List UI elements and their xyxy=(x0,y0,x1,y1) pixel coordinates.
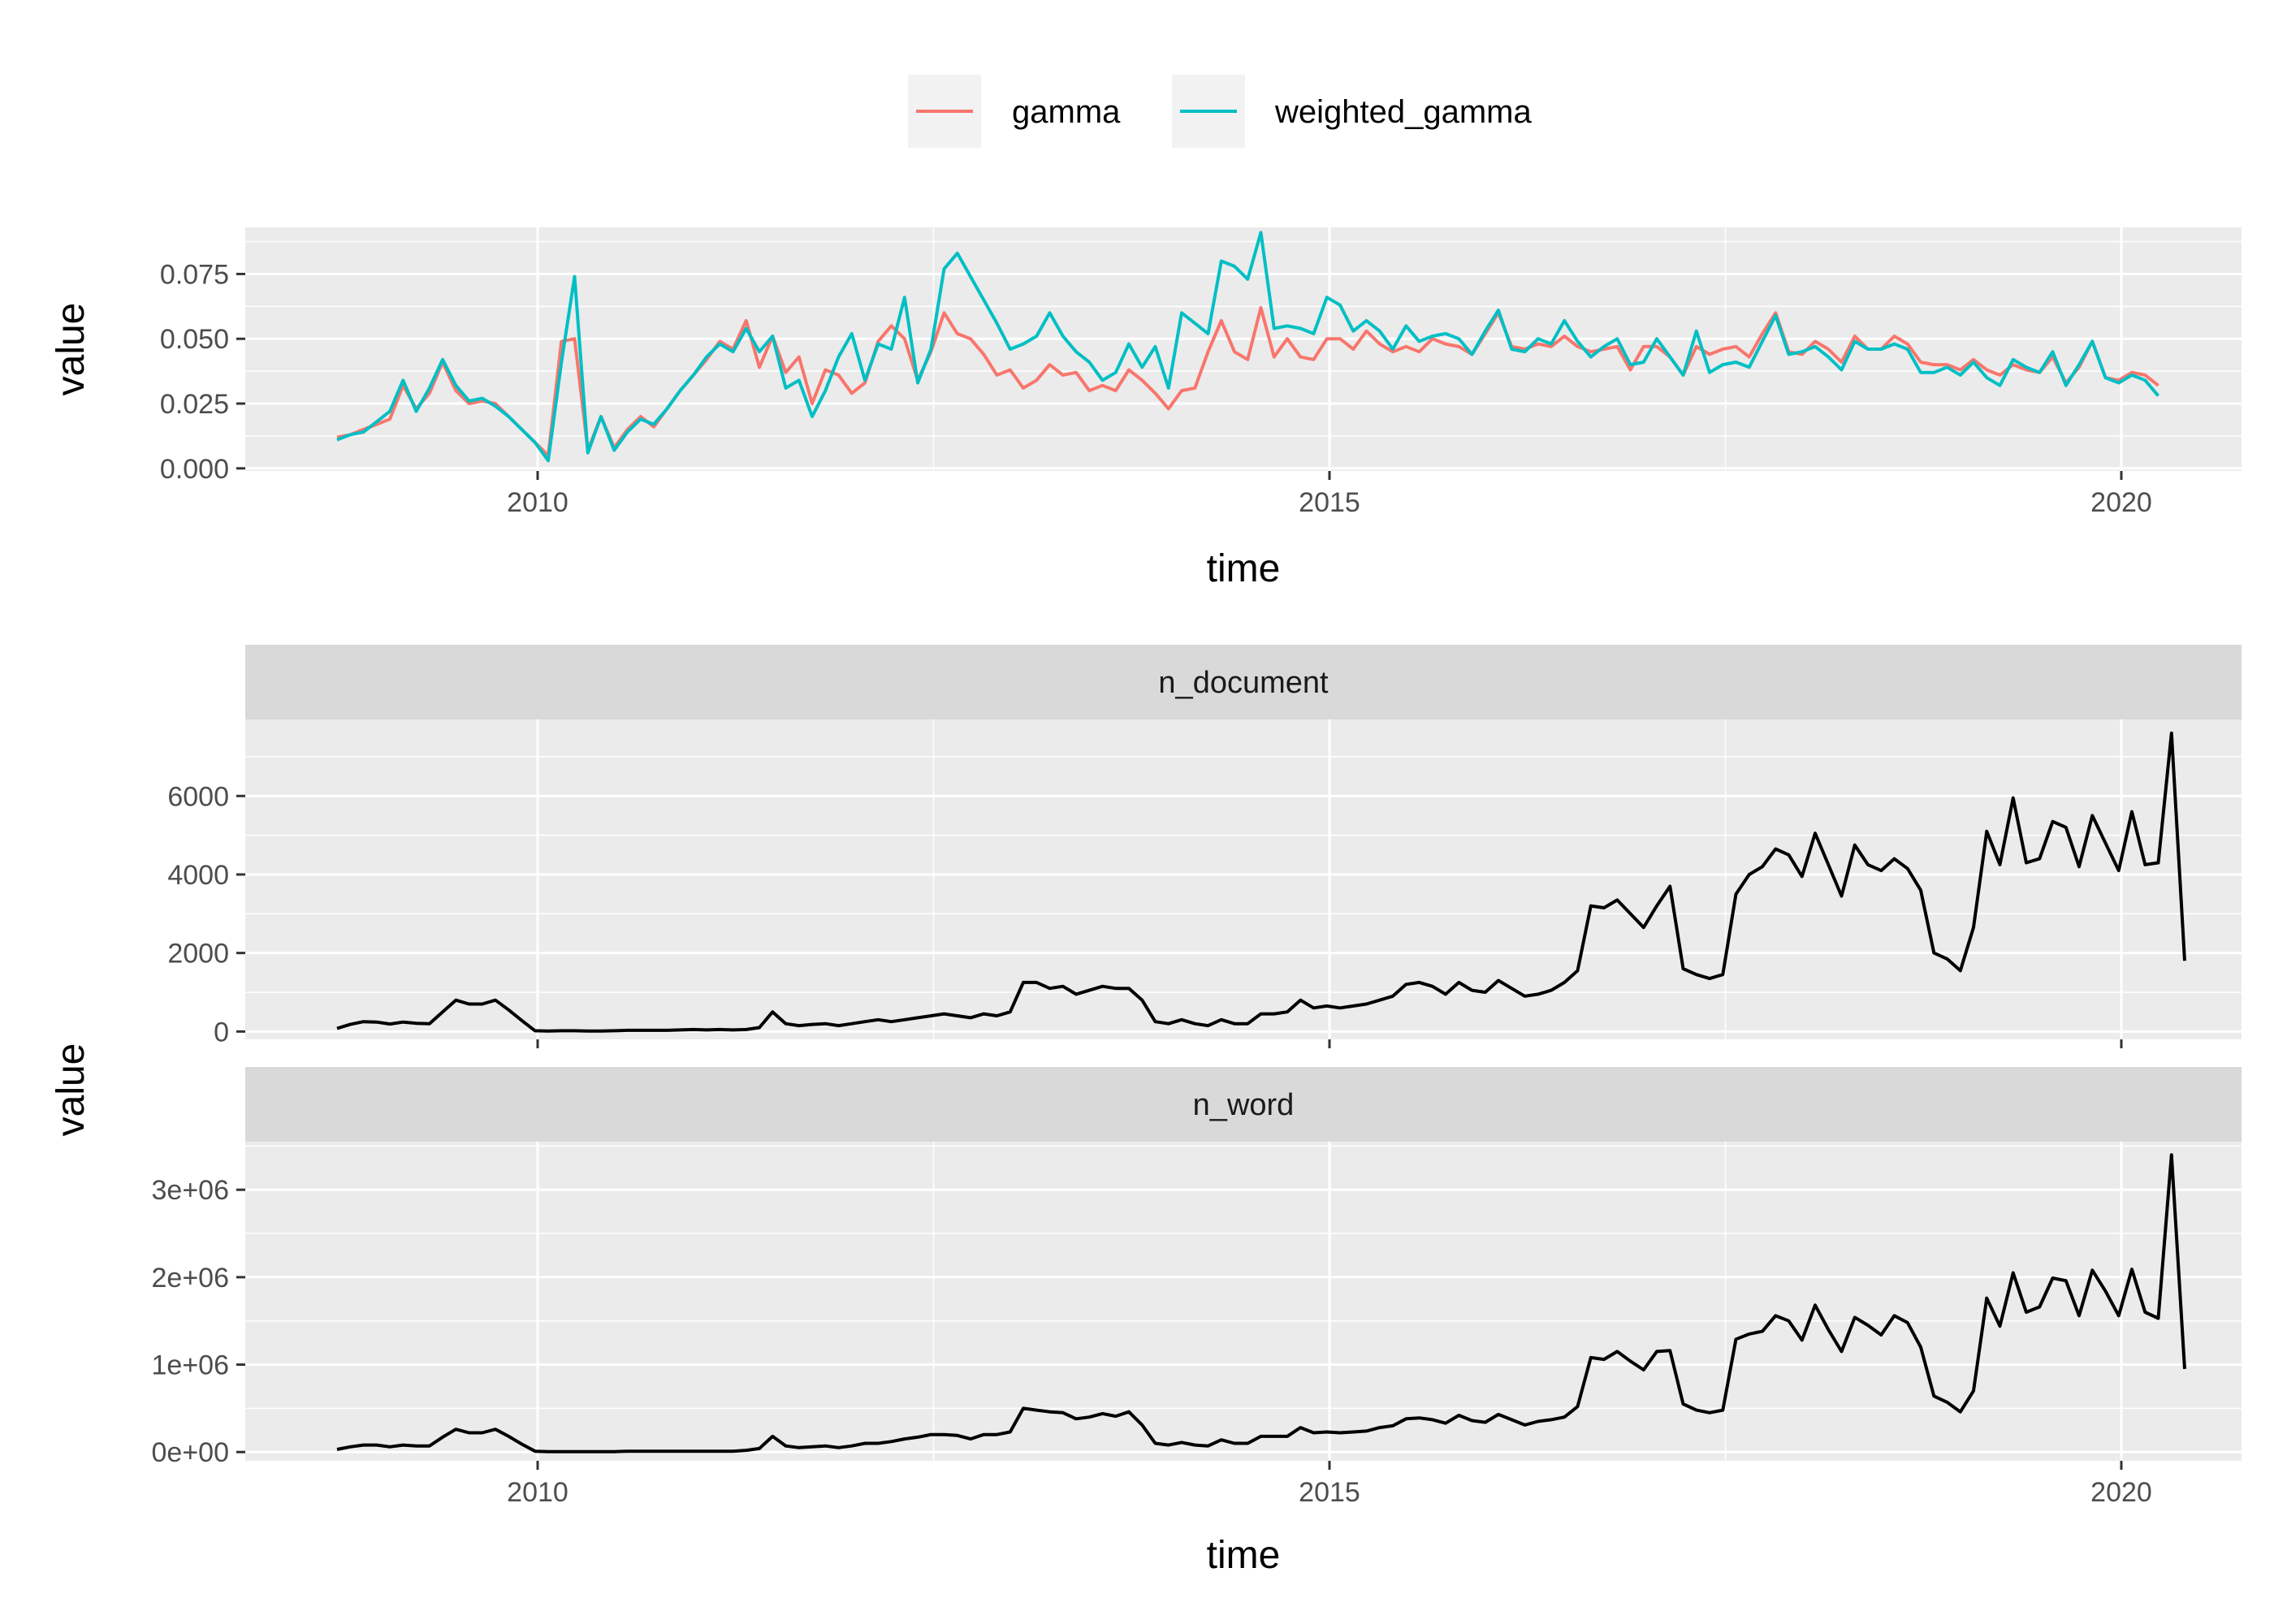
x-tick-label: 2020 xyxy=(2090,1477,2152,1508)
panel-gamma-x-title: time xyxy=(1207,547,1281,590)
panel-n-word-y-ticks: 0e+00 1e+06 2e+06 3e+06 xyxy=(152,1175,245,1468)
y-tick-label: 1e+06 xyxy=(152,1350,230,1381)
panel-n-word-lines xyxy=(336,1153,2186,1453)
x-tick-label: 2010 xyxy=(507,1477,568,1508)
series-line-n-word xyxy=(336,1153,2186,1453)
y-tick-label: 4000 xyxy=(167,860,229,891)
x-tick-label: 2020 xyxy=(2090,487,2152,518)
y-tick-label: 2e+06 xyxy=(152,1263,230,1294)
panel-n-document-grid xyxy=(245,719,2242,1039)
y-tick-label: 0.075 xyxy=(160,259,229,290)
x-tick-label: 2010 xyxy=(507,487,568,518)
legend-label-weighted-gamma: weighted_gamma xyxy=(1274,94,1532,130)
panel-gamma-y-ticks: 0.000 0.025 0.050 0.075 xyxy=(160,259,245,485)
strip-n-document xyxy=(245,645,2242,719)
panel-gamma-lines xyxy=(336,231,2160,463)
strip-label-n-document: n_document xyxy=(1158,666,1329,700)
panel-n-document-background xyxy=(245,719,2242,1039)
series-line-n-document xyxy=(336,731,2186,1033)
x-tick-label: 2015 xyxy=(1299,1477,1360,1508)
panel-facets-y-title: value xyxy=(50,1043,93,1137)
strip-n-word xyxy=(245,1067,2242,1142)
y-tick-label: 2000 xyxy=(167,939,229,970)
panel-gamma-y-title: value xyxy=(50,303,93,396)
panel-gamma-background xyxy=(245,227,2242,471)
series-line-weighted-gamma xyxy=(336,231,2160,463)
y-tick-label: 0e+00 xyxy=(152,1437,230,1468)
x-tick-label: 2015 xyxy=(1299,487,1360,518)
legend: gamma weighted_gamma xyxy=(908,75,1532,148)
y-tick-label: 3e+06 xyxy=(152,1175,230,1206)
panel-n-word-grid xyxy=(245,1142,2242,1461)
y-tick-label: 0.000 xyxy=(160,454,229,485)
y-tick-label: 0.050 xyxy=(160,324,229,355)
y-tick-label: 6000 xyxy=(167,781,229,812)
panel-gamma-x-ticks: 2010 2015 2020 xyxy=(507,471,2152,518)
panel-n-document-lines xyxy=(336,731,2186,1033)
panel-n-document-y-ticks: 0 2000 4000 6000 xyxy=(167,781,2123,1048)
series-line-gamma xyxy=(336,305,2159,457)
panel-n-word-background xyxy=(245,1142,2242,1461)
y-tick-label: 0.025 xyxy=(160,389,229,420)
strip-label-n-word: n_word xyxy=(1193,1088,1295,1122)
legend-label-gamma: gamma xyxy=(1012,94,1121,130)
panel-n-word-x-ticks: 2010 2015 2020 xyxy=(507,1461,2152,1508)
y-tick-label: 0 xyxy=(214,1017,229,1047)
panel-facets-x-title: time xyxy=(1207,1534,1281,1577)
